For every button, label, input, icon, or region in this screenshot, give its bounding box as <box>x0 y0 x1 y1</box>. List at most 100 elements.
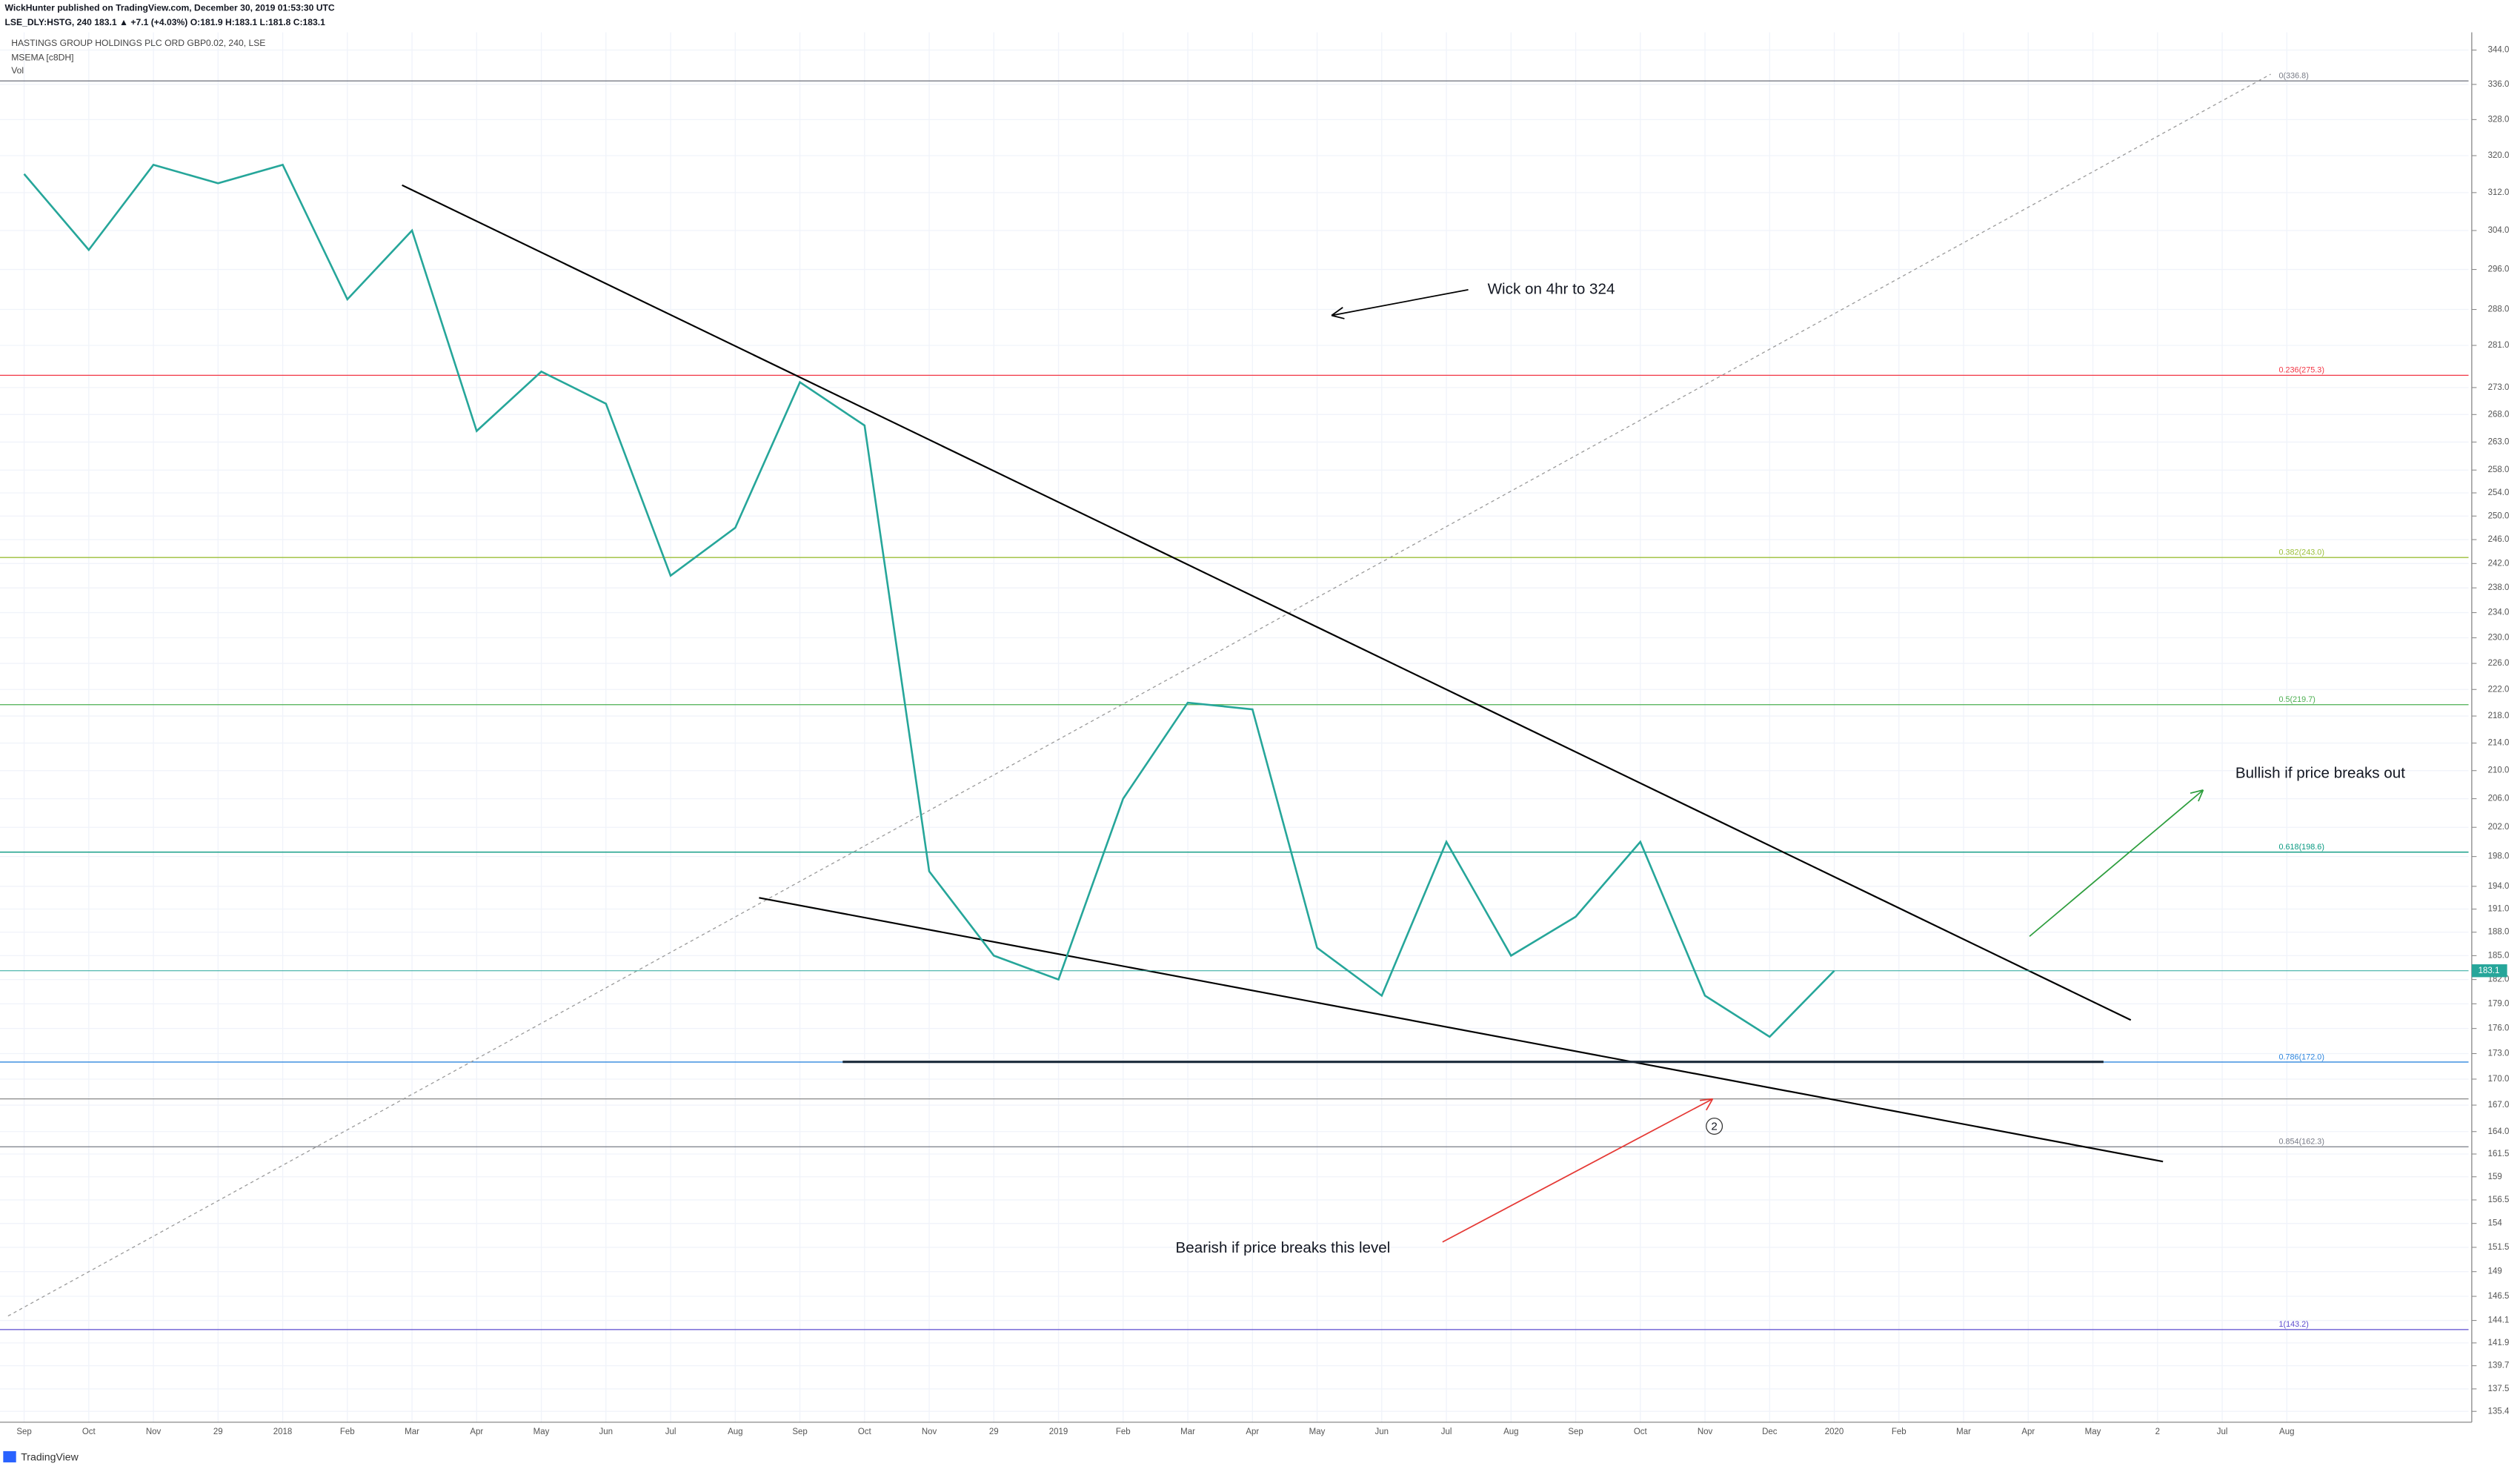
x-tick-label: Oct <box>858 1427 872 1436</box>
circle-marker <box>1706 1117 1723 1135</box>
grid <box>0 32 2469 1422</box>
x-tick-label: Mar <box>1956 1427 1971 1436</box>
y-tick-label: 191.0 <box>2488 905 2510 914</box>
y-tick-label: 139.7 <box>2488 1362 2510 1370</box>
y-tick-label: 188.0 <box>2488 928 2510 937</box>
price-line <box>23 163 1835 1038</box>
x-tick-label: May <box>2085 1427 2101 1436</box>
y-tick-label: 273.0 <box>2488 383 2510 392</box>
y-tick-label: 182.0 <box>2488 975 2510 984</box>
fib-label: 0.786(172.0) <box>2278 1052 2324 1061</box>
x-tick-label: Jun <box>599 1427 614 1436</box>
y-tick-label: 296.0 <box>2488 265 2510 274</box>
y-tick-label: 161.5 <box>2488 1150 2510 1158</box>
fib-label: 0.5(219.7) <box>2278 695 2315 704</box>
y-tick-label: 144.1 <box>2488 1316 2510 1325</box>
fib-trend-line <box>7 73 2271 1317</box>
y-tick-label: 246.0 <box>2488 535 2510 544</box>
y-tick-label: 167.0 <box>2488 1101 2510 1110</box>
y-tick-label: 198.0 <box>2488 852 2510 861</box>
y-tick-label: 268.0 <box>2488 410 2510 419</box>
x-tick-label: 29 <box>989 1427 999 1436</box>
annotation: Bearish if price breaks this level <box>1176 1239 1391 1256</box>
symbol-line: LSE_DLY:HSTG, 240 183.1 ▲ +7.1 (+4.03%) … <box>5 17 326 27</box>
y-tick-label: 137.5 <box>2488 1385 2510 1393</box>
annotation-arrow <box>2029 789 2204 938</box>
y-tick-label: 210.0 <box>2488 766 2510 775</box>
x-tick-label: Dec <box>1762 1427 1778 1436</box>
y-tick-label: 218.0 <box>2488 712 2510 720</box>
x-tick-label: Feb <box>1116 1427 1131 1436</box>
y-tick-label: 281.0 <box>2488 341 2510 350</box>
annotation: Bullish if price breaks out <box>2235 765 2405 782</box>
y-tick-label: 194.0 <box>2488 882 2510 891</box>
y-tick-label: 254.0 <box>2488 488 2510 497</box>
y-tick-label: 179.0 <box>2488 999 2510 1008</box>
y-tick-label: 222.0 <box>2488 685 2510 694</box>
x-tick-label: Oct <box>82 1427 96 1436</box>
y-tick-label: 214.0 <box>2488 739 2510 748</box>
axis-labels: 344.0 336.0 328.0 320.0 312.0 304.0 296.0 288.0… <box>16 46 2510 1436</box>
x-tick-label: Mar <box>1180 1427 1195 1436</box>
y-tick-label: 288.0 <box>2488 305 2510 314</box>
y-tick-label: 328.0 <box>2488 115 2510 124</box>
x-tick-label: Jul <box>1441 1427 1452 1436</box>
volume-label: Vol <box>11 65 24 76</box>
fib-label: 0.618(198.6) <box>2278 843 2324 852</box>
fib-label: 1(143.2) <box>2278 1320 2308 1329</box>
x-tick-label: Mar <box>405 1427 419 1436</box>
brand: TradingView <box>21 1450 79 1462</box>
x-tick-label: Aug <box>2279 1427 2294 1436</box>
y-tick-label: 230.0 <box>2488 634 2510 643</box>
indicator: MSEMA [c8DH] <box>11 53 73 63</box>
y-tick-label: 304.0 <box>2488 226 2510 235</box>
price-series <box>0 163 2469 1038</box>
y-tick-label: 154 <box>2488 1219 2503 1228</box>
y-tick-label: 312.0 <box>2488 188 2510 197</box>
x-tick-label: Jun <box>1375 1427 1389 1436</box>
y-tick-label: 258.0 <box>2488 465 2510 474</box>
x-tick-label: Jul <box>665 1427 676 1436</box>
annotation-arrow <box>1331 289 1469 316</box>
x-tick-label: Sep <box>792 1427 807 1436</box>
x-tick-label: Oct <box>1634 1427 1648 1436</box>
resistance-line <box>402 184 2132 1021</box>
x-tick-label: Sep <box>16 1427 31 1436</box>
arrow-head <box>1331 307 1345 319</box>
x-tick-label: Aug <box>728 1427 742 1436</box>
y-tick-label: 135.4 <box>2488 1407 2510 1416</box>
x-tick-label: Nov <box>146 1427 162 1436</box>
x-tick-label: Nov <box>1698 1427 1713 1436</box>
y-tick-label: 164.0 <box>2488 1127 2510 1136</box>
y-tick-label: 173.0 <box>2488 1049 2510 1058</box>
x-tick-label: Jul <box>2217 1427 2228 1436</box>
x-tick-label: Feb <box>1892 1427 1906 1436</box>
x-tick-label: Aug <box>1503 1427 1518 1436</box>
x-tick-label: 2 <box>2155 1427 2160 1436</box>
x-tick-label: Apr <box>470 1427 483 1436</box>
fib-label: 0(336.8) <box>2278 72 2308 81</box>
y-tick-label: 159 <box>2488 1173 2502 1181</box>
y-tick-label: 202.0 <box>2488 823 2510 832</box>
x-tick-label: Apr <box>2021 1427 2035 1436</box>
x-tick-label: 2018 <box>273 1427 293 1436</box>
y-tick-label: 149 <box>2488 1267 2502 1276</box>
y-tick-label: 151.5 <box>2488 1243 2510 1252</box>
x-tick-label: Feb <box>340 1427 355 1436</box>
publisher: WickHunter published on TradingView.com,… <box>5 2 335 13</box>
x-tick-label: 29 <box>213 1427 223 1436</box>
y-tick-label: 238.0 <box>2488 583 2510 592</box>
fib-label: 0.854(162.3) <box>2278 1138 2324 1147</box>
y-tick-label: 141.9 <box>2488 1339 2510 1347</box>
x-tick-label: Apr <box>1246 1427 1259 1436</box>
x-tick-label: Sep <box>1568 1427 1583 1436</box>
y-tick-label: 206.0 <box>2488 795 2510 803</box>
y-tick-label: 336.0 <box>2488 80 2510 89</box>
y-tick-label: 242.0 <box>2488 559 2510 568</box>
last-price-box <box>2471 964 2507 978</box>
logo <box>3 1450 16 1463</box>
y-tick-label: 170.0 <box>2488 1075 2510 1084</box>
y-tick-label: 250.0 <box>2488 511 2510 520</box>
y-tick-label: 226.0 <box>2488 659 2510 668</box>
